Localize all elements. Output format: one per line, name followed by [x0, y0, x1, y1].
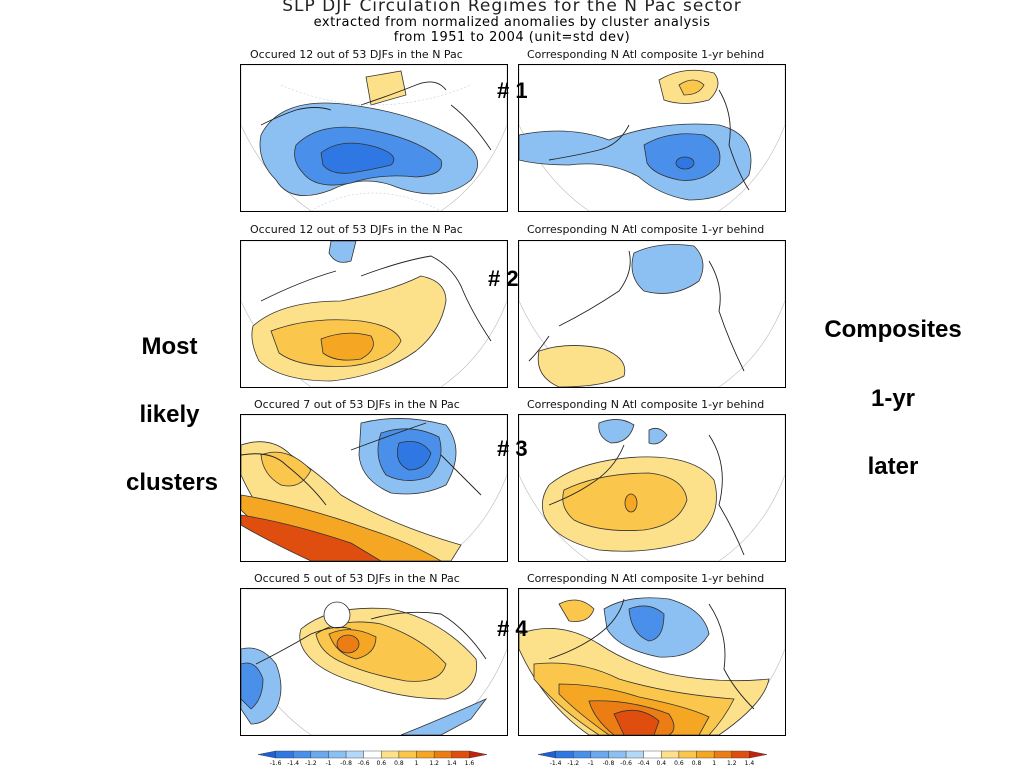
colorbar-right: -1.4 -1.2 -1 -0.8 -0.6 -0.4 0.4 0.6 0.8 1 1.2 1.4 — [537, 750, 768, 767]
cluster-label-4: # 4 — [497, 616, 528, 641]
map-cluster-4 — [240, 588, 508, 736]
colorbar-right-tick-label: 0.6 — [674, 760, 684, 767]
colorbar-right-swatch — [713, 750, 732, 759]
colorbar-right-tick-label: 0.8 — [692, 760, 702, 767]
figure-title: SLP DJF Circulation Regimes for the N Pa… — [282, 0, 742, 16]
map-cluster-2 — [240, 240, 508, 388]
map-cluster-3 — [240, 414, 508, 562]
colorbar-left-tick-label: -1 — [325, 760, 331, 767]
colorbar-right-swatch — [643, 750, 662, 759]
cluster-label-3: # 3 — [497, 436, 528, 461]
caption-cluster-1: Occured 12 out of 53 DJFs in the N Pac — [250, 48, 463, 61]
colorbar-left-tick-label: 1.6 — [465, 760, 475, 767]
figure-period: from 1951 to 2004 (unit=std dev) — [393, 30, 631, 45]
colorbar-right-tick-label: -1.4 — [550, 760, 562, 767]
colorbar-left-tick-label: -0.8 — [340, 760, 352, 767]
annotation-1yr: 1-yr — [870, 385, 916, 412]
colorbar-left-tick-label: 0.6 — [377, 760, 387, 767]
colorbar-left-tick-label: 1 — [415, 760, 419, 767]
map-composite-1 — [518, 64, 786, 212]
colorbar-left-swatch — [293, 750, 312, 759]
colorbar-left-swatch — [469, 750, 488, 759]
cluster-label-2: # 2 — [488, 266, 519, 291]
colorbar-left-swatch — [381, 750, 400, 759]
caption-cluster-2: Occured 12 out of 53 DJFs in the N Pac — [250, 223, 463, 236]
colorbar-right-swatch — [590, 750, 609, 759]
colorbar-right-swatch — [555, 750, 574, 759]
colorbar-left-swatch — [310, 750, 329, 759]
annotation-likely: likely — [139, 401, 200, 428]
colorbar-right-tick-label: -1 — [588, 760, 594, 767]
colorbar-left-swatch — [416, 750, 435, 759]
annotation-most: Most — [141, 333, 198, 360]
colorbar-left-swatch — [451, 750, 470, 759]
colorbar-left-swatch — [328, 750, 347, 759]
colorbar-left-swatch — [398, 750, 417, 759]
colorbar-left-swatch — [345, 750, 364, 759]
colorbar-right-tick-label: 1.2 — [727, 760, 737, 767]
map-cluster-1 — [240, 64, 508, 212]
map-composite-3 — [518, 414, 786, 562]
colorbar-right-tick-label: -1.2 — [567, 760, 579, 767]
caption-cluster-3: Occured 7 out of 53 DJFs in the N Pac — [254, 398, 460, 411]
colorbar-left-tick-label: 1.2 — [429, 760, 439, 767]
colorbar-left-swatch — [275, 750, 294, 759]
colorbar-right-swatch — [608, 750, 627, 759]
colorbar-left-tick-label: -1.6 — [270, 760, 282, 767]
colorbar-left-swatch — [257, 750, 276, 759]
map-composite-2 — [518, 240, 786, 388]
annotation-later: later — [867, 453, 919, 480]
colorbar-right-tick-label: 0.4 — [657, 760, 667, 767]
colorbar-right-tick-label: -0.8 — [603, 760, 615, 767]
colorbar-left-tick-label: -1.2 — [305, 760, 317, 767]
caption-composite-1: Corresponding N Atl composite 1-yr behin… — [527, 48, 765, 61]
colorbar-right-swatch — [696, 750, 715, 759]
annotation-composites: Composites — [824, 316, 962, 343]
caption-composite-4: Corresponding N Atl composite 1-yr behin… — [527, 572, 765, 585]
colorbar-right-swatch — [537, 750, 556, 759]
colorbar-left-tick-label: -1.4 — [287, 760, 299, 767]
colorbar-left-tick-label: -0.6 — [358, 760, 370, 767]
colorbar-left-tick-label: 1.4 — [447, 760, 457, 767]
caption-composite-2: Corresponding N Atl composite 1-yr behin… — [527, 223, 765, 236]
colorbar-right-swatch — [749, 750, 768, 759]
colorbar-left: -1.6 -1.4 -1.2 -1 -0.8 -0.6 0.6 0.8 1 1.2 1.4 1.6 — [257, 750, 488, 767]
colorbar-right-swatch — [731, 750, 750, 759]
colorbar-left-swatch — [433, 750, 452, 759]
map-composite-4 — [518, 588, 786, 736]
colorbar-right-swatch — [573, 750, 592, 759]
colorbar-right-tick-label: -0.4 — [638, 760, 650, 767]
colorbar-right-tick-label: 1 — [712, 760, 716, 767]
colorbar-right-tick-label: 1.4 — [745, 760, 755, 767]
figure-subtitle: extracted from normalized anomalies by c… — [313, 15, 711, 30]
colorbar-right-tick-label: -0.6 — [620, 760, 632, 767]
colorbar-right-swatch — [661, 750, 680, 759]
colorbar-left-tick-label: 0.8 — [394, 760, 404, 767]
annotation-clusters: clusters — [125, 469, 219, 496]
caption-composite-3: Corresponding N Atl composite 1-yr behin… — [527, 398, 765, 411]
colorbar-left-swatch — [363, 750, 382, 759]
caption-cluster-4: Occured 5 out of 53 DJFs in the N Pac — [254, 572, 460, 585]
colorbar-right-swatch — [678, 750, 697, 759]
cluster-label-1: # 1 — [497, 78, 528, 103]
colorbar-right-swatch — [625, 750, 644, 759]
